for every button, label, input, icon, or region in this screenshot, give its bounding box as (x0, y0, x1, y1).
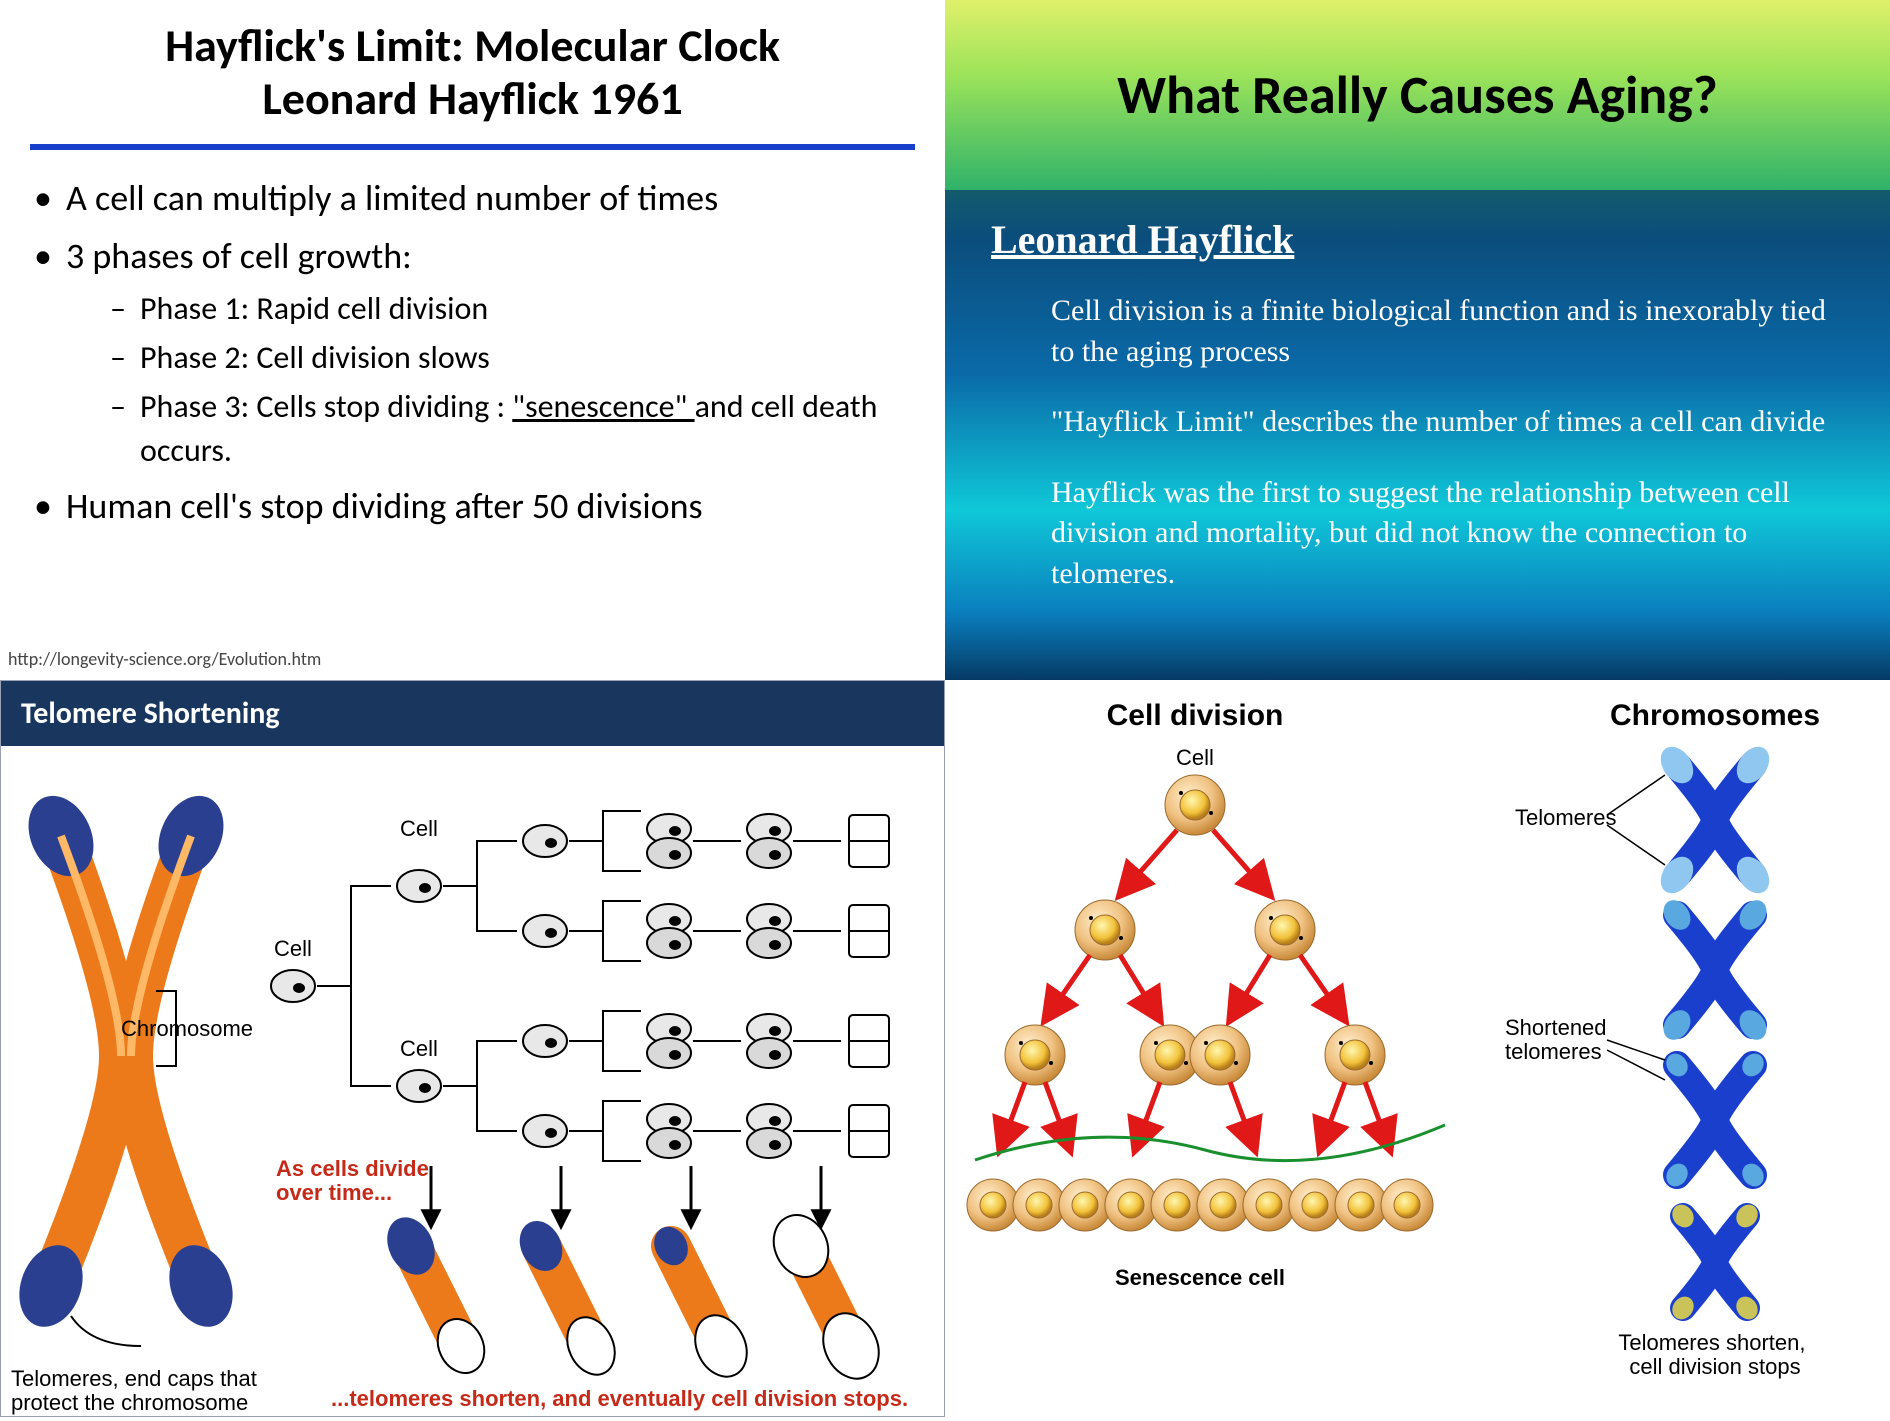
red-caption-1: As cells divide over time... (276, 1156, 435, 1205)
telomere-header: Telomere Shortening (1, 681, 944, 746)
paragraph: "Hayflick Limit" describes the number of… (1051, 402, 1850, 443)
aging-panel: What Really Causes Aging? Leonard Hayfli… (945, 0, 1890, 680)
aging-header: What Really Causes Aging? (945, 0, 1890, 190)
telomere-diagram: Chromosome Telomeres, end caps that prot… (1, 746, 944, 1421)
senescence-term: "senescence" (512, 387, 694, 426)
telomeres-label: Telomeres (1515, 805, 1616, 830)
bullet-list: A cell can multiply a limited number of … (30, 174, 915, 531)
cell-division-diagram: Cell division Chromosomes Cell (945, 680, 1890, 1417)
shortened-telomeres-label: Shortened telomeres (1505, 1015, 1613, 1064)
title-divider (30, 144, 915, 150)
sub-item: Phase 3: Cells stop dividing : "senescen… (110, 385, 915, 471)
chromosomes-title: Chromosomes (1610, 699, 1820, 732)
sub-item: Phase 1: Rapid cell division (110, 287, 915, 330)
cell-label: Cell (400, 1036, 438, 1061)
paragraph: Hayflick was the first to suggest the re… (1051, 473, 1850, 595)
telomere-shortening-panel: Telomere Shortening (0, 680, 945, 1417)
cell-label: Cell (1176, 745, 1214, 770)
cell-division-panel: Cell division Chromosomes Cell (945, 680, 1890, 1417)
telomere-stage-3 (648, 1221, 757, 1385)
telomere-stage-4 (764, 1206, 890, 1388)
chromosome-full-telomeres (1654, 741, 1776, 900)
cell-division-title: Cell division (1107, 699, 1284, 732)
title-line-2: Leonard Hayflick 1961 (262, 71, 682, 127)
aging-body: Leonard Hayflick Cell division is a fini… (945, 190, 1890, 654)
paragraph: Cell division is a finite biological fun… (1051, 291, 1850, 372)
red-caption-2: ...telomeres shorten, and eventually cel… (331, 1386, 908, 1411)
bullet-item: Human cell's stop dividing after 50 divi… (30, 482, 915, 531)
telomere-stage-1 (378, 1209, 493, 1380)
cell-label: Cell (400, 816, 438, 841)
bullet-item: A cell can multiply a limited number of … (30, 174, 915, 223)
bullet-text: 3 phases of cell growth: (66, 234, 412, 278)
chromosome-no-telomeres (1668, 1200, 1762, 1323)
hayflick-limit-panel: Hayflick's Limit: Molecular Clock Leonar… (0, 0, 945, 680)
author-name: Leonard Hayflick (991, 216, 1850, 263)
chromosome-shortened-2 (1662, 1049, 1768, 1190)
senescence-row (967, 1179, 1433, 1231)
telomere-caption: Telomeres, end caps that protect the chr… (11, 1366, 263, 1415)
sub-item: Phase 2: Cell division slows (110, 336, 915, 379)
sub-text: Phase 3: Cells stop dividing : (140, 387, 512, 426)
chromosome-label: Chromosome (121, 1016, 253, 1041)
sub-list: Phase 1: Rapid cell division Phase 2: Ce… (110, 287, 915, 472)
chromosome-icon (8, 785, 243, 1335)
cell-label: Cell (274, 936, 312, 961)
senescence-label: Senescence cell (1115, 1265, 1285, 1290)
aging-title: What Really Causes Aging? (1117, 62, 1718, 128)
title-line-1: Hayflick's Limit: Molecular Clock (165, 18, 780, 74)
telomere-stage-2 (512, 1214, 624, 1383)
chromosome-shortened-1 (1658, 895, 1772, 1045)
source-url: http://longevity-science.org/Evolution.h… (8, 648, 321, 670)
bullet-item: 3 phases of cell growth: Phase 1: Rapid … (30, 232, 915, 471)
bottom-caption: Telomeres shorten, cell division stops (1618, 1330, 1811, 1379)
panel-title: Hayflick's Limit: Molecular Clock Leonar… (30, 20, 915, 126)
